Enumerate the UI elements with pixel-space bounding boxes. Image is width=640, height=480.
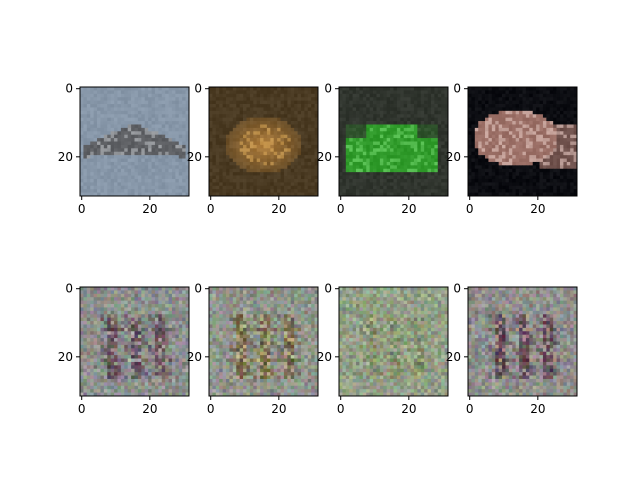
x-tick-label: 0 [207,202,215,216]
axes-frame [208,286,319,397]
y-tick-label: 20 [187,350,202,364]
image-panel-generated-patterns-1: 0 0 20 20 [58,282,190,416]
x-tick-label: 20 [401,202,416,216]
x-tick-label: 0 [207,402,215,416]
x-tick-label: 20 [142,402,157,416]
image-panel-originals-1: 0 0 20 20 [58,82,190,216]
frog-picture [209,87,319,197]
y-tick-label: 0 [194,82,202,96]
x-tick-label: 0 [466,402,474,416]
horse-head-picture [468,87,578,197]
image-panel-generated-patterns-3: 0 0 20 20 [317,282,449,416]
x-tick-label: 20 [271,402,286,416]
y-tick-label: 0 [194,282,202,296]
image-panel-originals-2: 0 0 20 20 [187,82,319,216]
green-car-picture [339,87,449,197]
x-tick-label: 20 [530,402,545,416]
axes-frame [338,86,449,197]
y-tick-label: 0 [453,282,461,296]
y-tick-label: 20 [58,150,73,164]
y-tick-label: 20 [317,350,332,364]
y-tick-label: 20 [58,350,73,364]
axes-frame [79,86,190,197]
x-tick-label: 20 [530,202,545,216]
y-tick-label: 20 [446,150,461,164]
axes-frame [467,86,578,197]
x-tick-label: 0 [78,202,86,216]
y-tick-label: 20 [187,150,202,164]
x-tick-label: 20 [271,202,286,216]
image-panel-originals-3: 0 0 20 20 [317,82,449,216]
axes-frame [467,286,578,397]
noise-pattern-picture [468,287,578,397]
axes-frame [338,286,449,397]
y-tick-label: 20 [446,350,461,364]
x-tick-label: 0 [78,402,86,416]
image-panel-generated-patterns-2: 0 0 20 20 [187,282,319,416]
image-panel-generated-patterns-4: 0 0 20 20 [446,282,578,416]
noise-pattern-picture [339,287,449,397]
y-tick-label: 0 [324,282,332,296]
y-tick-label: 0 [65,82,73,96]
image-panel-originals-4: 0 0 20 20 [446,82,578,216]
x-tick-label: 0 [466,202,474,216]
x-tick-label: 20 [142,202,157,216]
y-tick-label: 0 [65,282,73,296]
axes-frame [208,86,319,197]
x-tick-label: 0 [337,402,345,416]
y-tick-label: 0 [453,82,461,96]
stealth-bomber-aircraft-picture [80,87,190,197]
x-tick-label: 0 [337,202,345,216]
x-tick-label: 20 [401,402,416,416]
noise-pattern-picture [80,287,190,397]
y-tick-label: 0 [324,82,332,96]
axes-frame [79,286,190,397]
noise-pattern-picture [209,287,319,397]
y-tick-label: 20 [317,150,332,164]
